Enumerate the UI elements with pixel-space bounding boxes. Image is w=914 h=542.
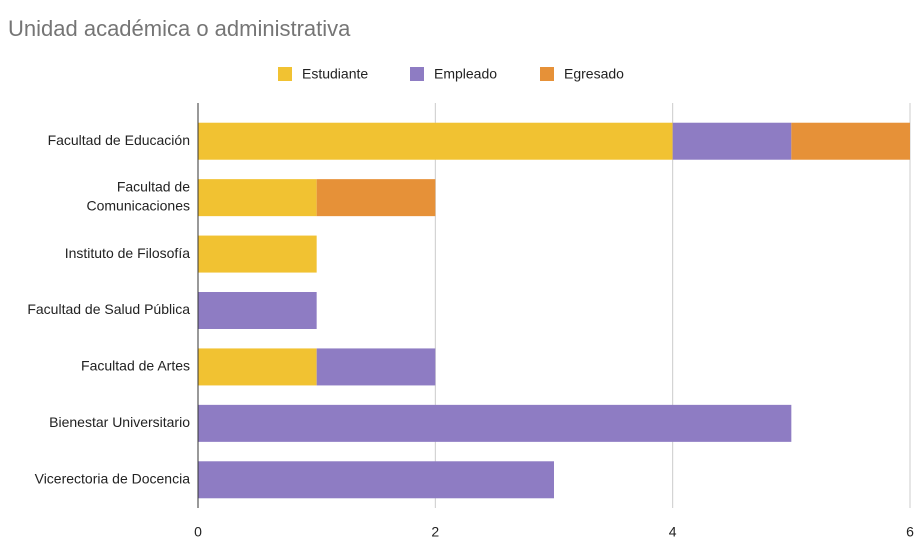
x-tick-label: 4: [669, 524, 677, 540]
legend-label: Egresado: [564, 66, 624, 82]
bar-segment: [198, 461, 554, 499]
bar-segment: [198, 179, 317, 217]
y-tick-label: Bienestar Universitario: [49, 414, 190, 430]
bar-segment: [198, 122, 673, 160]
legend-swatch: [278, 67, 292, 81]
legend-label: Empleado: [434, 66, 497, 82]
legend-label: Estudiante: [302, 66, 368, 82]
x-tick-label: 2: [431, 524, 439, 540]
y-tick-label: Instituto de Filosofía: [65, 245, 191, 261]
legend-swatch: [540, 67, 554, 81]
bar-segment: [198, 235, 317, 273]
bar-segment: [198, 348, 317, 386]
bar-segment: [791, 122, 910, 160]
bar-segment: [672, 122, 792, 160]
y-tick-label: Vicerectoria de Docencia: [35, 470, 191, 486]
bar-segment: [198, 404, 792, 442]
y-tick-label: Facultad de Artes: [81, 358, 190, 374]
legend-swatch: [410, 67, 424, 81]
x-tick-label: 0: [194, 524, 202, 540]
y-tick-label: Facultad de Educación: [48, 132, 190, 148]
bar-segment: [316, 179, 436, 217]
bar-segment: [198, 292, 317, 329]
bar-segment: [316, 348, 436, 386]
y-tick-label: Facultad de Salud Pública: [27, 301, 190, 317]
x-tick-label: 6: [906, 524, 914, 540]
y-tick-label: Facultad de Comunicaciones: [87, 178, 191, 213]
chart-title: Unidad académica o administrativa: [8, 16, 351, 41]
